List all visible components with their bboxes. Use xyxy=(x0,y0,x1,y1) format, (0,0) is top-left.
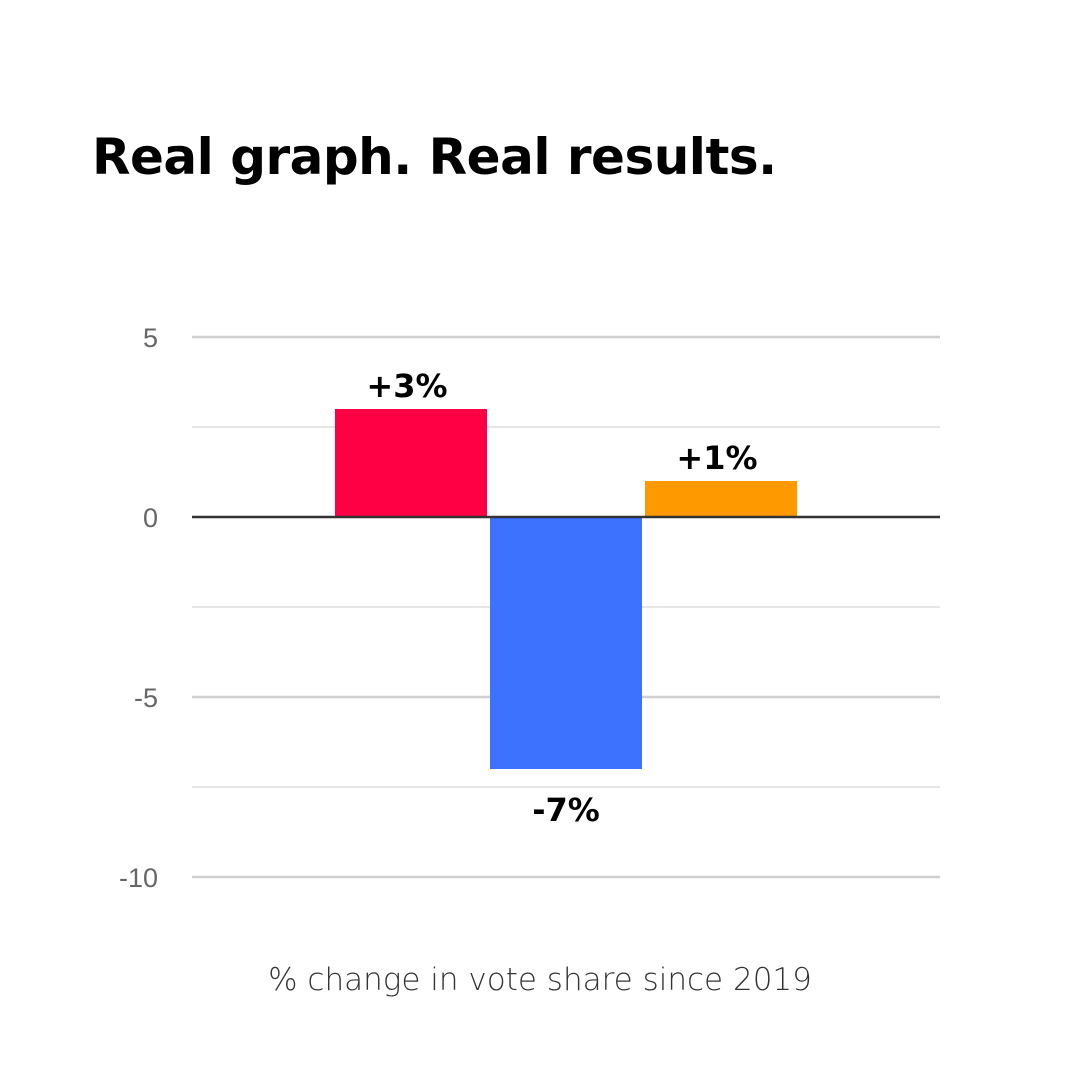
y-tick-label: -10 xyxy=(119,863,158,893)
x-axis-caption: % change in vote share since 2019 xyxy=(268,962,812,998)
bar-2 xyxy=(490,517,642,769)
data-label-1: +3% xyxy=(366,367,447,405)
bar-3 xyxy=(645,481,797,517)
data-label-2: -7% xyxy=(532,791,600,829)
y-tick-label: -5 xyxy=(134,683,158,713)
y-tick-label: 5 xyxy=(143,323,158,353)
y-tick-label: 0 xyxy=(143,503,158,533)
y-axis-ticks: 5 0 -5 -10 xyxy=(119,323,158,893)
data-labels: +3% -7% +1% xyxy=(366,367,757,829)
bars xyxy=(335,409,797,769)
chart-title: Real graph. Real results. xyxy=(92,128,777,186)
bar-1 xyxy=(335,409,487,517)
data-label-3: +1% xyxy=(676,439,757,477)
